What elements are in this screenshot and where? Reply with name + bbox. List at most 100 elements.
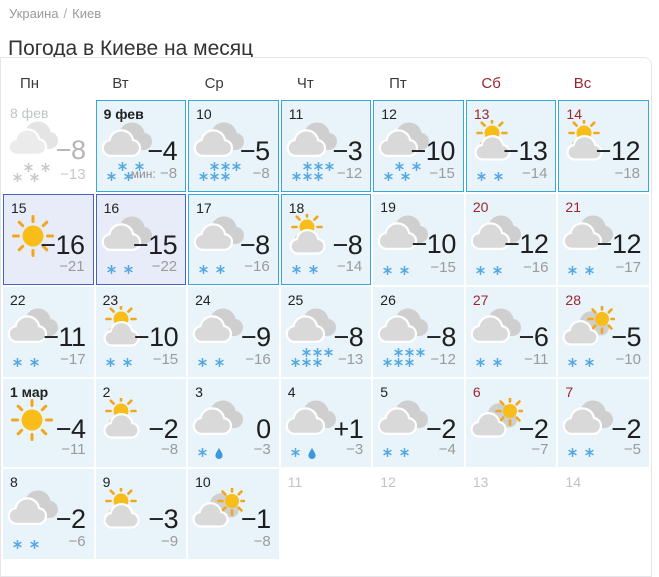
day-cell[interactable]: 5 −2 −4: [373, 379, 464, 467]
day-cell: 11: [280, 469, 372, 559]
day-cell[interactable]: 9 −3 −9: [95, 469, 187, 559]
day-max-temp: −2: [426, 414, 456, 444]
day-min-temp: −16: [245, 351, 271, 368]
day-cell[interactable]: 26 −8 −12: [373, 287, 464, 377]
day-cell[interactable]: 25 −8 −13: [280, 287, 372, 377]
day-cell[interactable]: 13 −13 −14: [465, 100, 557, 192]
day-max-temp: −2: [518, 414, 549, 444]
snowflake-icon: [394, 358, 403, 367]
day-cell[interactable]: 10 −1 −8: [188, 469, 279, 559]
day-min-temp: −12: [336, 165, 363, 182]
snowflake-icon: [134, 162, 144, 171]
day-cell[interactable]: 2 −2 −8: [95, 379, 187, 467]
sun-icon: [11, 399, 53, 441]
day-number: 25: [287, 292, 304, 308]
precip-icons: [568, 357, 602, 367]
precip-icons: [291, 447, 324, 459]
weather-icon-wrap: [285, 120, 339, 162]
day-cell[interactable]: 16 −15 −22: [95, 194, 187, 285]
day-cell[interactable]: 12 −10 −15: [373, 100, 464, 192]
day-max-temp: −12: [504, 229, 549, 259]
weather-icon-wrap: [561, 304, 618, 352]
day-number: 12: [380, 474, 396, 490]
day-max-temp: −9: [240, 322, 271, 352]
day-min-temp: −3: [253, 441, 271, 458]
day-number: 19: [380, 199, 396, 215]
day-number: 18: [288, 200, 305, 216]
calendar-grid: 8 фев −8 −13 9 фев −4 мин: −8 10 −5 −8 11 −3 −12 12−…: [1, 100, 651, 559]
day-cell[interactable]: 3 0 −3: [188, 379, 279, 467]
weather-icon-wrap: [99, 303, 153, 352]
day-max-temp: −13: [503, 136, 548, 166]
day-min-temp: −3: [346, 441, 364, 458]
snowflake-icon: [123, 172, 133, 181]
day-min-temp: мин: −8: [130, 165, 178, 182]
snowflake-icon: [216, 265, 225, 274]
day-number: 10: [196, 106, 212, 122]
day-cell[interactable]: 19 −10 −15: [373, 194, 464, 285]
cloud-snow-icon: [563, 400, 614, 436]
cloud-snow-icon: [193, 216, 245, 252]
day-number: 28: [565, 292, 581, 308]
day-min-temp: −15: [429, 165, 455, 182]
weather-icon-wrap: [6, 119, 60, 161]
cloud-with-sun-right-icon: [470, 396, 525, 438]
day-number: 17: [196, 200, 212, 216]
precip-icons: [106, 161, 152, 181]
snowflake-icon: [405, 348, 414, 357]
cloud-snow-icon: [285, 400, 336, 436]
day-cell[interactable]: 1 мар −4 −11: [3, 379, 94, 467]
snowflake-icon: [232, 162, 241, 171]
breadcrumb-link-country[interactable]: Украина: [9, 6, 59, 21]
weekday-label: Вс: [573, 74, 592, 92]
day-cell[interactable]: 14 −12 −18: [558, 100, 649, 192]
snowflake-icon: [292, 265, 301, 274]
day-cell[interactable]: 24 −9 −16: [188, 287, 279, 377]
day-min-temp: −5: [623, 441, 641, 458]
day-number: 4: [287, 384, 296, 400]
day-min-temp: −8: [253, 533, 271, 550]
day-cell[interactable]: 28 −5 −10: [558, 287, 649, 377]
day-cell[interactable]: 21 −12 −17: [558, 194, 649, 285]
day-number: 9: [102, 474, 111, 490]
day-cell[interactable]: 20 −12 −16: [465, 194, 557, 285]
day-number: 11: [287, 474, 303, 490]
day-cell[interactable]: 15 −16 −21: [3, 194, 94, 285]
day-min-temp: −8: [161, 441, 179, 458]
day-cell[interactable]: 18 −8 −14: [280, 194, 372, 285]
snowflake-icon: [384, 172, 393, 181]
day-cell[interactable]: 27 −6 −11: [465, 287, 557, 377]
day-cell[interactable]: 4 +1 −3: [280, 379, 372, 467]
day-cell[interactable]: 9 фев −4 мин: −8: [95, 100, 187, 192]
precip-icons: [477, 171, 511, 181]
weather-icon-wrap: [192, 120, 246, 162]
day-max-temp: −3: [148, 504, 179, 534]
day-cell[interactable]: 6 −2 −7: [465, 379, 557, 467]
day-min-temp: −14: [521, 165, 548, 182]
day-cell[interactable]: 23 −10 −15: [95, 287, 187, 377]
breadcrumb-link-city[interactable]: Киев: [72, 6, 102, 21]
day-cell[interactable]: 22 −11 −17: [3, 287, 94, 377]
day-max-temp: −8: [239, 230, 270, 260]
snowflake-icon: [13, 540, 22, 549]
day-cell[interactable]: 17 −8 −16: [188, 194, 279, 285]
day-number: 24: [195, 292, 211, 308]
precip-icons: [568, 265, 602, 275]
day-cell: 13: [465, 469, 557, 559]
day-cell[interactable]: 7 −2 −5: [558, 379, 649, 467]
day-max-temp: −5: [239, 136, 270, 166]
snowflake-icon: [405, 358, 414, 367]
day-max-temp: −11: [43, 322, 86, 352]
weather-icon-wrap: [562, 117, 616, 166]
day-cell[interactable]: 8 −2 −6: [3, 469, 94, 559]
snowflake-icon: [13, 358, 22, 367]
weekday-label: Чт: [296, 74, 314, 92]
day-number: 27: [472, 292, 489, 308]
weather-icon-wrap: [191, 398, 245, 440]
snowflake-icon: [198, 448, 207, 457]
weather-icon-wrap: [191, 306, 245, 348]
weather-icon-wrap: [377, 120, 431, 162]
month-forecast-card: Пн Вт Ср Чт Пт Сб Вс 8 фев −8 −13 9 фев −4 мин: −8 1…: [0, 57, 652, 577]
day-cell[interactable]: 11 −3 −12: [280, 100, 372, 192]
day-cell[interactable]: 10 −5 −8: [188, 100, 279, 192]
